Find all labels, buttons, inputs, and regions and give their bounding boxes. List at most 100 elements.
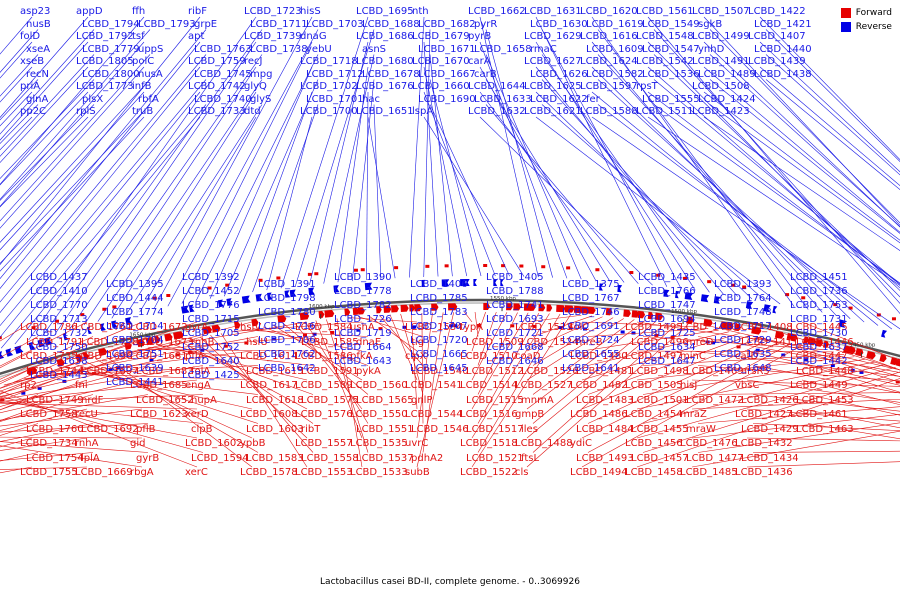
gene-label: LCBD_1522 [460, 467, 518, 478]
gene-label: LCBD_1705 [182, 328, 240, 339]
gene-label: LCBD_1549 [642, 18, 700, 30]
gene-label: LCBD_1524 [521, 336, 579, 348]
forward-leader-line [178, 340, 308, 410]
forward-gene-arrow [357, 307, 365, 315]
reverse-leader-line [0, 41, 201, 289]
gene-label: recU [75, 409, 98, 420]
gene-label: ushA [350, 322, 375, 333]
reverse-leader-line [223, 79, 319, 297]
forward-gene-arrow [277, 315, 287, 323]
reverse-gene-arrow [255, 293, 263, 302]
forward-gene-arrow [80, 313, 85, 317]
gene-label: LCBD_1551 [356, 423, 414, 435]
gene-arrow [149, 358, 154, 362]
gene-label: LCBD_1717 [714, 321, 772, 332]
gene-label: rp2 [20, 380, 37, 391]
forward-leader-line [474, 311, 479, 337]
gene-arrow [378, 327, 383, 331]
gene-label: LCBD_1793 [138, 18, 196, 30]
reverse-leader-line [0, 79, 95, 179]
gene-arrow [356, 328, 361, 332]
gene-label: LCBD_1390 [334, 272, 392, 283]
gene-label: LCBD_1679 [412, 31, 470, 42]
gene-label: LCBD_1578 [240, 467, 298, 478]
legend-forward: Forward [840, 6, 892, 20]
forward-gene-arrow [251, 318, 259, 327]
gene-label: LCBD_1634 [638, 342, 696, 353]
reverse-gene-arrow [284, 290, 291, 298]
gene-arrow [272, 337, 277, 341]
forward-gene-arrow [177, 331, 184, 339]
gene-label: mraW [686, 423, 716, 435]
forward-gene-arrow [631, 310, 639, 318]
forward-leader-line [464, 311, 473, 323]
forward-gene-arrow [376, 306, 382, 314]
gene-label: LCBD_1713 [30, 314, 88, 325]
scale-tick-label: 1450 kbp [849, 342, 875, 348]
reverse-gene-arrow [267, 292, 273, 300]
reverse-leader-line [0, 41, 145, 207]
gene-label: LCBD_1395 [106, 279, 164, 290]
forward-gene-arrow [629, 271, 634, 275]
gene-label: LCBD_1754 [26, 452, 84, 464]
gene-label: carB [474, 68, 497, 80]
gene-label: LCBD_1560 [350, 380, 408, 391]
forward-leader-line [471, 312, 529, 410]
gene-label: LCBD_1770 [30, 300, 88, 311]
gene-label: recN [26, 68, 50, 80]
gene-arrow [736, 345, 741, 349]
forward-gene-arrow [444, 264, 449, 268]
gene-label: LCBD_1481 [576, 365, 634, 377]
gene-label: LCBD_1406 [410, 279, 468, 290]
gene-label: LCBD_1723 [244, 6, 302, 17]
gene-label: LCBD_1716 [258, 321, 316, 332]
gene-label: LCBD_1440 [754, 43, 812, 55]
gene-label: LCBD_1483 [576, 394, 634, 406]
gene-label: LCBD_1740 [194, 93, 252, 105]
reverse-gene-arrow [62, 332, 69, 341]
reverse-gene-arrow [772, 305, 778, 314]
forward-gene-arrow [556, 304, 566, 313]
gene-label: LCBD_1641 [562, 363, 620, 374]
forward-leader-line [0, 394, 204, 404]
forward-leader-line [416, 312, 455, 468]
forward-leader-line [532, 321, 656, 424]
reverse-gene-arrow [289, 289, 297, 298]
forward-leader-line [807, 423, 900, 440]
gene-label: hisJ [680, 380, 698, 391]
forward-leader-line [587, 328, 709, 337]
gene-arrow [631, 331, 636, 335]
forward-gene-arrow [352, 307, 360, 316]
forward-gene-arrow [414, 304, 422, 312]
forward-gene-arrow [801, 296, 806, 300]
gene-label: LCBD_1745 [194, 68, 252, 80]
gene-label: hupA [191, 394, 217, 406]
gene-label: LCBD_1720 [410, 335, 468, 346]
forward-leader-line [422, 312, 444, 453]
gene-arrow [244, 341, 249, 345]
reverse-leader-line [0, 104, 151, 264]
gene-label: LCBD_1586 [295, 351, 353, 362]
gene-label: LCBD_1511 [636, 106, 694, 117]
gene-label: LCBD_1583 [246, 452, 304, 464]
reverse-leader-line [653, 54, 900, 291]
gene-label: LCBD_1749 [26, 394, 84, 406]
gene-label: LCBD_1742 [188, 81, 246, 92]
gene-label: LCBD_1443 [30, 370, 88, 381]
forward-gene-arrow [807, 337, 817, 346]
reverse-leader-line [0, 29, 151, 200]
gene-label: ftsL [521, 452, 540, 464]
legend-forward-label: Forward [855, 8, 892, 18]
reverse-leader-line [647, 116, 900, 286]
gene-arrow [21, 391, 26, 395]
gene-label: LCBD_1408 [735, 322, 793, 333]
reverse-leader-line [765, 79, 900, 191]
gene-label: vbsC [735, 380, 760, 391]
gene-label: LCBD_1375 [562, 279, 620, 290]
reverse-gene-arrow [181, 305, 190, 314]
forward-gene-arrow [409, 304, 416, 312]
forward-gene-arrow [647, 311, 654, 320]
gene-label: LCBD_1646 [486, 356, 544, 367]
gene-label: LCBD_1407 [748, 31, 806, 42]
gene-label: LCBD_1620 [580, 6, 638, 17]
